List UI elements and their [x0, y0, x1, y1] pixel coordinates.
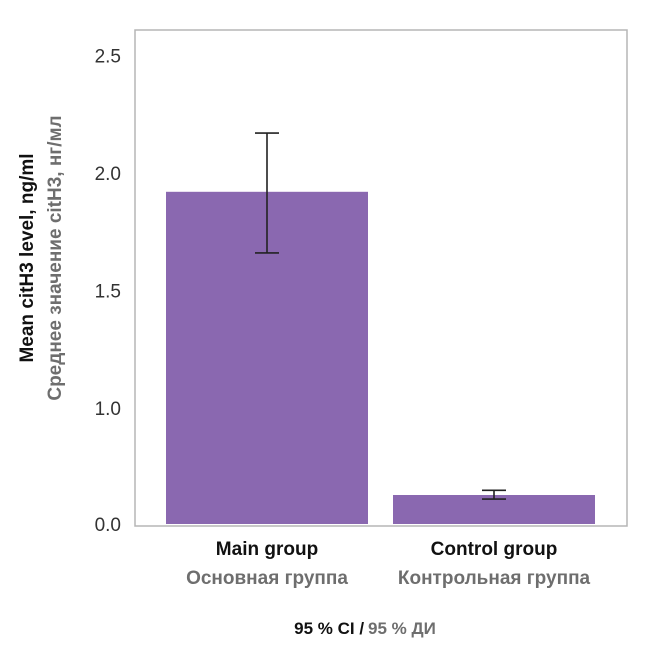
y-tick-label-4: 2.5: [95, 47, 121, 68]
x-tick-label-control-en: Control group: [431, 539, 558, 560]
error-bar-0: [255, 132, 279, 254]
plot-frame: [134, 29, 628, 527]
y-tick-label-2: 1.5: [95, 282, 121, 303]
y-axis-label-ru: Среднее значение citH3, нг/мл: [45, 115, 66, 400]
x-tick-label-control-ru: Контрольная группа: [398, 568, 591, 589]
ci-footnote-ru: 95 % ДИ: [368, 619, 436, 638]
x-tick-label-main-ru: Основная группа: [186, 568, 348, 589]
x-tick-label-main-en: Main group: [216, 539, 318, 560]
y-axis-label-en: Mean citH3 level, ng/ml: [17, 153, 38, 362]
ci-footnote: 95 % CI /95 % ДИ: [294, 619, 436, 638]
y-tick-label-1: 1.0: [95, 399, 121, 420]
ci-footnote-en: 95 % CI /: [294, 619, 364, 638]
error-bar-1: [482, 489, 506, 500]
y-tick-label-3: 2.0: [95, 164, 121, 185]
y-tick-label-0: 0.0: [95, 515, 121, 536]
